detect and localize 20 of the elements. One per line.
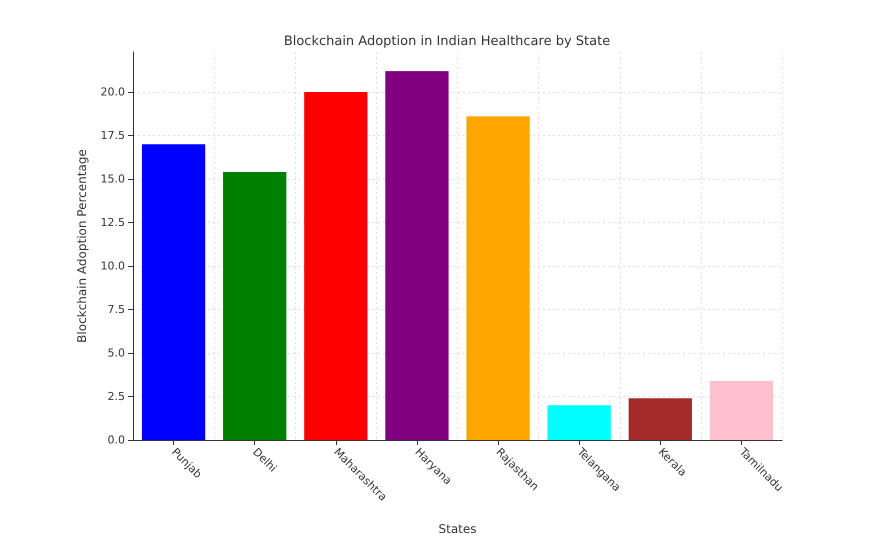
chart-title: Blockchain Adoption in Indian Healthcare by State [284, 34, 610, 49]
y-tick-label: 7.5 [108, 303, 125, 316]
y-tick-label: 15.0 [100, 172, 125, 186]
bar [385, 71, 449, 440]
bar [304, 92, 368, 440]
bar [223, 172, 286, 440]
y-tick-label: 0.0 [108, 434, 125, 446]
y-tick-label: 20.0 [100, 86, 125, 99]
bar [142, 144, 206, 440]
y-tick-label: 17.5 [100, 129, 125, 142]
bar [628, 398, 692, 440]
x-axis-title: States [438, 522, 477, 536]
y-tick-label: 5.0 [108, 346, 125, 360]
y-tick-label: 10.0 [100, 260, 125, 273]
y-tick-label: 12.5 [100, 216, 125, 230]
bar [466, 116, 530, 440]
y-axis-title: Blockchain Adoption Percentage [75, 149, 89, 343]
bar [710, 380, 774, 440]
bar [548, 405, 611, 440]
y-tick-label: 2.5 [108, 390, 125, 403]
